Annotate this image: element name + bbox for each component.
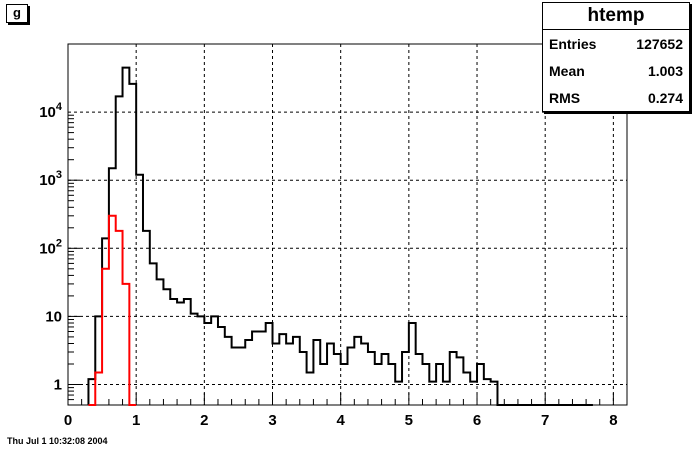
pad-label: g [6,4,28,23]
stats-entries-value: 127652 [636,35,683,52]
stats-title: htemp [543,3,689,30]
stats-rms-label: RMS [549,89,581,106]
x-tick-label: 6 [473,412,481,429]
y-tick-label: 1 [54,376,62,393]
stats-entries-label: Entries [549,35,597,52]
stats-row-entries: Entries 127652 [543,30,689,57]
stats-row-mean: Mean 1.003 [543,57,689,84]
histogram-series-0 [87,66,593,406]
y-tick-label: 102 [39,237,62,257]
histogram-series-1 [88,214,137,406]
x-tick-label: 4 [337,412,346,429]
stats-rms-value: 0.274 [647,89,683,106]
x-tick-label: 2 [200,412,208,429]
plot-frame [67,43,628,406]
x-tick-label: 0 [64,412,72,429]
timestamp: Thu Jul 1 10:32:08 2004 [7,436,108,446]
x-tick-label: 3 [268,412,276,429]
stats-mean-label: Mean [549,62,585,79]
y-tick-label: 104 [39,101,63,121]
stats-box: htemp Entries 127652 Mean 1.003 RMS 0.27… [542,2,690,112]
stats-row-rms: RMS 0.274 [543,84,689,111]
y-tick-label: 10 [45,308,62,325]
stats-mean-value: 1.003 [647,62,683,79]
x-tick-label: 5 [405,412,413,429]
x-tick-label: 7 [541,412,549,429]
x-tick-label: 1 [132,412,140,429]
x-tick-label: 8 [609,412,617,429]
y-tick-label: 103 [39,169,62,189]
